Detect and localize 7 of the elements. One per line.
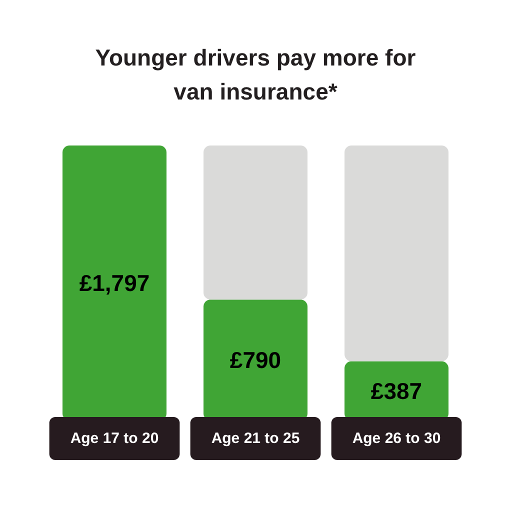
data-label: £387	[370, 378, 422, 404]
x-tick-label: Age 26 to 30	[352, 430, 441, 447]
data-label: £790	[230, 347, 282, 374]
x-tick-label: Age 21 to 25	[211, 430, 300, 447]
data-label: £1,797	[79, 270, 150, 296]
chart-title: Younger drivers pay more for van insurance*	[95, 44, 416, 104]
x-tick-label: Age 17 to 20	[70, 430, 159, 447]
